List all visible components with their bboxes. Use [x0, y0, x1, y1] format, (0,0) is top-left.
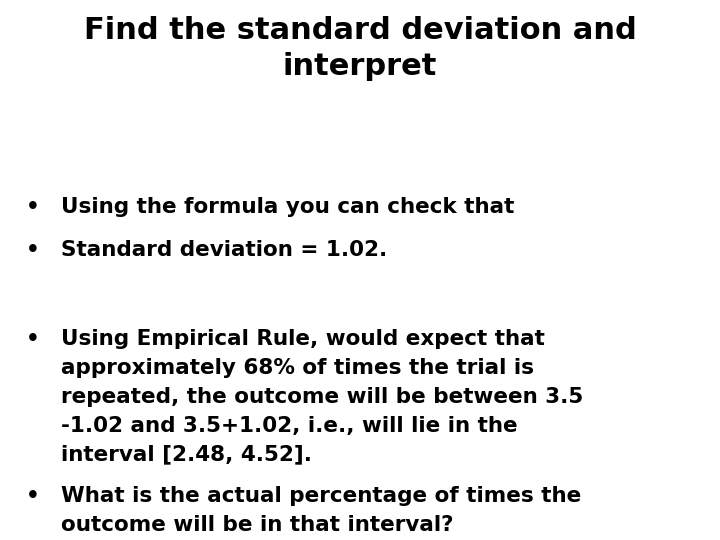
- Text: What is the actual percentage of times the
outcome will be in that interval?: What is the actual percentage of times t…: [61, 486, 582, 535]
- Text: Using Empirical Rule, would expect that
approximately 68% of times the trial is
: Using Empirical Rule, would expect that …: [61, 329, 583, 464]
- Text: •: •: [25, 329, 40, 349]
- Text: •: •: [25, 240, 40, 260]
- Text: Using the formula you can check that: Using the formula you can check that: [61, 197, 515, 217]
- Text: •: •: [25, 486, 40, 506]
- Text: •: •: [25, 197, 40, 217]
- Text: Standard deviation = 1.02.: Standard deviation = 1.02.: [61, 240, 387, 260]
- Text: Find the standard deviation and
interpret: Find the standard deviation and interpre…: [84, 16, 636, 81]
